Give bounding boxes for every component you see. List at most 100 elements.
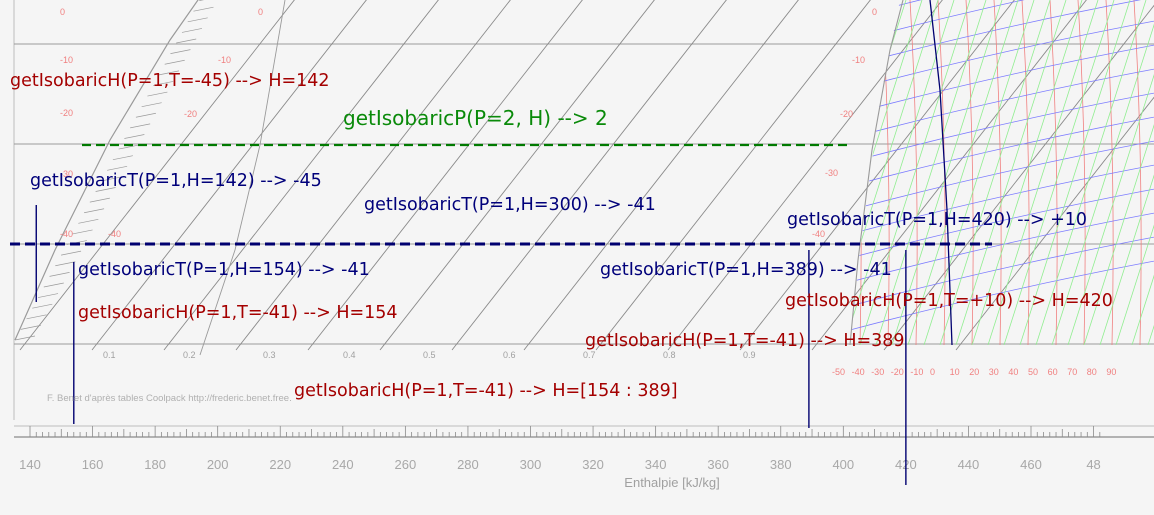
annot-isobaric-p-2: getIsobaricP(P=2, H) --> 2 [343, 106, 608, 130]
isentrope-line [307, 0, 583, 351]
annot-isobaric-h-389: getIsobaricH(P=1,T=-41) --> H=389 [585, 331, 905, 351]
saturation-vapor-curve [849, 0, 904, 346]
liquid-tick [89, 197, 110, 203]
liquid-tick [84, 208, 105, 214]
annot-isobaric-t-389: getIsobaricT(P=1,H=389) --> -41 [600, 260, 892, 280]
right-temp-label: -10 [852, 55, 865, 65]
liquid-tick [130, 123, 151, 129]
x-tick-label: 440 [958, 457, 980, 472]
annot-isobaric-t-300: getIsobaricT(P=1,H=300) --> -41 [364, 195, 656, 215]
superheat-temp-label: 10 [950, 367, 960, 377]
x-tick-label: 320 [582, 457, 604, 472]
isochore-line [850, 139, 1154, 211]
liquid-tick [32, 303, 53, 309]
x-tick-label: 48 [1086, 457, 1100, 472]
liquid-tick [20, 325, 41, 330]
superheat-temp-label: 70 [1067, 367, 1077, 377]
isentrope-line [667, 0, 943, 351]
isentrope-line [91, 0, 367, 351]
isentrope-green-line [1003, 0, 1115, 345]
left-temp-label: -30 [60, 169, 73, 179]
liquid-tick [112, 155, 133, 161]
isentrope-green-line [987, 0, 1099, 345]
isentrope-line [19, 0, 295, 351]
isentrope-green-line [1099, 0, 1154, 345]
x-tick-label: 300 [520, 457, 542, 472]
isentrope-green-line [1051, 0, 1154, 345]
isochore-line [850, 67, 1154, 139]
liquid-tick [141, 102, 162, 108]
liquid-tick [124, 134, 145, 139]
liquid-tick [181, 28, 203, 33]
x-tick-label: 180 [144, 457, 166, 472]
isotherm-curve [199, 0, 286, 356]
isentrope-green-line [1131, 0, 1154, 345]
isentrope-green-line [1035, 0, 1147, 345]
quality-label: 0.7 [583, 350, 596, 360]
isotherm-line [1105, 0, 1114, 345]
annot-isobaric-h-142: getIsobaricH(P=1,T=-45) --> H=142 [10, 71, 330, 91]
vapor-boundary-curve [929, 0, 953, 346]
superheat-temp-label: 80 [1087, 367, 1097, 377]
x-tick-label: 200 [207, 457, 229, 472]
right-temp-label: -40 [812, 229, 825, 239]
x-tick-label: 260 [395, 457, 417, 472]
isochore-line [850, 211, 1154, 283]
isentrope-green-line [939, 0, 1051, 345]
quality-label: 0.6 [503, 350, 516, 360]
quality-label: 0.9 [743, 350, 756, 360]
isotherm-line [993, 0, 1002, 345]
x-tick-label: 280 [457, 457, 479, 472]
isentrope-line [235, 0, 511, 351]
x-tick-label: 380 [770, 457, 792, 472]
isentrope-green-line [955, 0, 1067, 345]
annot-isobaric-t-154: getIsobaricT(P=1,H=154) --> -41 [78, 260, 370, 280]
x-tick-label: 240 [332, 457, 354, 472]
isentrope-green-line [1019, 0, 1131, 345]
isentrope-line [523, 0, 799, 351]
isochore-line [850, 259, 1154, 331]
x-tick-label: 460 [1020, 457, 1042, 472]
chart-credit: F. Benet d'après tables Coolpack http://… [47, 393, 292, 404]
isochore-line [850, 91, 1154, 163]
isentrope-green-line [1115, 0, 1154, 345]
superheat-temp-label: 90 [1106, 367, 1116, 377]
isentrope-green-line [859, 0, 971, 345]
liquid-tick [107, 165, 128, 171]
liquid-tick [14, 335, 36, 341]
liquid-tick [135, 112, 156, 118]
liquid-tick [176, 38, 197, 44]
liquid-tick [26, 314, 47, 320]
isentrope-green-line [875, 0, 987, 345]
liquid-tick [118, 144, 139, 150]
liquid-tick [164, 59, 185, 65]
superheat-temp-label: 20 [969, 367, 979, 377]
quality-label: 0.3 [263, 350, 276, 360]
liquid-tick [72, 229, 93, 235]
isochore-line [850, 187, 1154, 259]
inner-temp-label: 0 [258, 7, 263, 17]
isotherm-line [1133, 0, 1142, 345]
right-temp-label: 0 [872, 7, 877, 17]
isentrope-green-line [1083, 0, 1154, 345]
right-temp-label: -20 [840, 109, 853, 119]
annot-isobaric-h-420: getIsobaricH(P=1,T=+10) --> H=420 [785, 291, 1113, 311]
superheat-temp-label: 30 [989, 367, 999, 377]
inner-temp-label: -10 [218, 55, 231, 65]
isentrope-line [451, 0, 727, 351]
liquid-tick [193, 6, 214, 12]
liquid-tick [55, 261, 76, 267]
isentrope-green-line [907, 0, 1019, 345]
left-temp-label: -40 [60, 229, 73, 239]
superheat-temp-label: 40 [1008, 367, 1018, 377]
isentrope-line [955, 96, 1154, 351]
liquid-tick [187, 17, 208, 23]
quality-label: 0.8 [663, 350, 676, 360]
isotherm-line [909, 0, 918, 345]
liquid-tick [158, 70, 180, 76]
superheat-temp-label: -50 [832, 367, 845, 377]
liquid-tick [95, 187, 116, 192]
liquid-tick [43, 282, 64, 288]
isotherm-line [1077, 0, 1086, 345]
